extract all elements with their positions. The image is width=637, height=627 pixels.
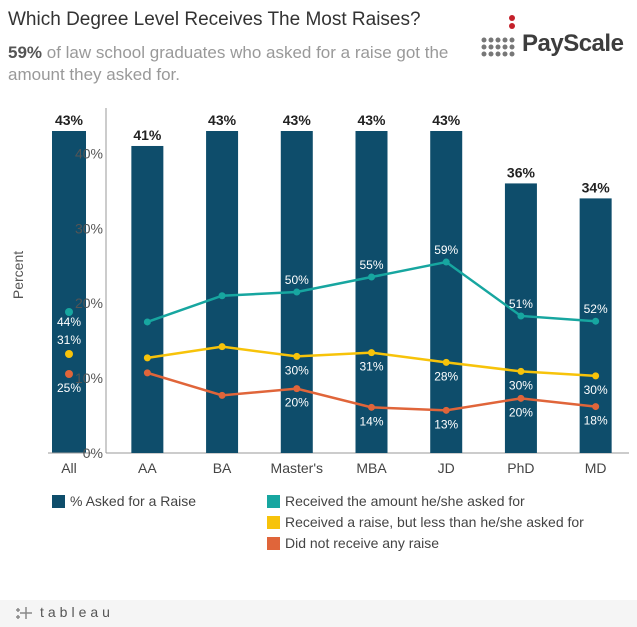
series-point <box>143 354 151 362</box>
series-point-label: 59% <box>434 243 458 257</box>
legend-label-received-less: Received a raise, but less than he/she a… <box>285 514 584 530</box>
series-point <box>517 394 525 402</box>
bar <box>430 131 463 453</box>
bar <box>579 198 612 453</box>
bar-label: 43% <box>283 112 312 128</box>
bar-label: 43% <box>357 112 386 128</box>
point-all-no-raise <box>65 370 73 378</box>
subtitle-text: of law school graduates who asked for a … <box>8 43 449 84</box>
series-point-label: 20% <box>509 405 533 419</box>
series-point <box>143 369 151 377</box>
series-point-label: 28% <box>434 369 458 383</box>
bar-label: 36% <box>507 164 536 180</box>
legend-label-bar: % Asked for a Raise <box>70 493 197 509</box>
legend-swatch-received-full <box>267 495 280 508</box>
series-point-label: 31% <box>359 360 383 374</box>
payscale-dots-icon <box>481 15 515 57</box>
series-point-label: 51% <box>509 297 533 311</box>
series-point-label: 52% <box>584 302 608 316</box>
chart-title: Which Degree Level Receives The Most Rai… <box>8 9 421 30</box>
x-tick-label: PhD <box>507 460 534 476</box>
tableau-logo-text: tableau <box>40 604 114 620</box>
tableau-plus-icon <box>16 607 32 619</box>
y-tick-label: 40% <box>75 145 103 161</box>
point-label-all-received-less: 31% <box>57 333 81 347</box>
series-point <box>592 403 600 411</box>
bar-label: 43% <box>208 112 237 128</box>
series-point <box>442 358 450 366</box>
series-point <box>592 317 600 325</box>
series-point-label: 14% <box>359 414 383 428</box>
point-all-received-less <box>65 350 73 358</box>
bar-label: 43% <box>432 112 461 128</box>
series-point-label: 30% <box>285 363 309 377</box>
legend-label-no-raise: Did not receive any raise <box>285 535 440 551</box>
subtitle-highlight: 59% <box>8 43 43 62</box>
bar-label: 41% <box>133 127 162 143</box>
series-point <box>218 343 226 351</box>
chart-subtitle: 59% of law school graduates who asked fo… <box>8 42 458 86</box>
legend-label-received-full: Received the amount he/she asked for <box>285 493 525 509</box>
series-point <box>442 406 450 414</box>
series-point-label: 30% <box>509 378 533 392</box>
y-tick-label: 20% <box>75 295 103 311</box>
series-point <box>368 349 375 357</box>
bar-all <box>52 131 86 453</box>
x-tick-label-all: All <box>61 460 77 476</box>
series-point <box>517 312 525 320</box>
payscale-logo-text: PayScale <box>522 30 624 57</box>
legend-swatch-received-less <box>267 516 280 529</box>
series-point <box>143 318 151 326</box>
bar <box>131 145 164 453</box>
point-all-received-full <box>65 308 73 316</box>
series-point <box>368 273 375 281</box>
x-tick-label: Master's <box>271 460 323 476</box>
series-point-label: 18% <box>584 414 608 428</box>
y-tick-label: 0% <box>83 445 103 461</box>
y-axis-label: Percent <box>10 251 26 299</box>
point-label-all-no-raise: 25% <box>57 381 81 395</box>
y-tick-label: 30% <box>75 220 103 236</box>
bar-label-all: 43% <box>55 112 84 128</box>
series-point <box>293 288 301 296</box>
y-tick-label: 10% <box>75 370 103 386</box>
x-tick-label: AA <box>138 460 157 476</box>
payscale-logo: PayScale <box>480 14 630 64</box>
series-point <box>293 352 301 360</box>
series-point-label: 20% <box>285 396 309 410</box>
series-point <box>293 385 301 393</box>
x-tick-label: MBA <box>356 460 387 476</box>
bar-label: 34% <box>582 179 611 195</box>
series-point <box>592 372 600 380</box>
legend-swatch-no-raise <box>267 537 280 550</box>
chart-area: Percent 43% 44% 31% 25% All 0% 10% 20% 30% 40% 41% A… <box>10 108 629 476</box>
bar <box>206 131 239 453</box>
series-point <box>218 292 226 300</box>
series-point-label: 55% <box>359 258 383 272</box>
series-point <box>442 258 450 266</box>
series-point <box>218 391 226 399</box>
series-point-label: 13% <box>434 417 458 431</box>
x-tick-label: JD <box>438 460 455 476</box>
legend-swatch-bar <box>52 495 65 508</box>
x-tick-label: MD <box>585 460 607 476</box>
bar <box>355 131 388 453</box>
footer-bar: tableau <box>0 600 637 627</box>
series-point <box>517 367 525 375</box>
point-label-all-received-full: 44% <box>57 315 81 329</box>
series-point <box>368 403 375 411</box>
series-point-label: 50% <box>285 273 309 287</box>
series-point-label: 30% <box>584 383 608 397</box>
x-tick-label: BA <box>213 460 232 476</box>
